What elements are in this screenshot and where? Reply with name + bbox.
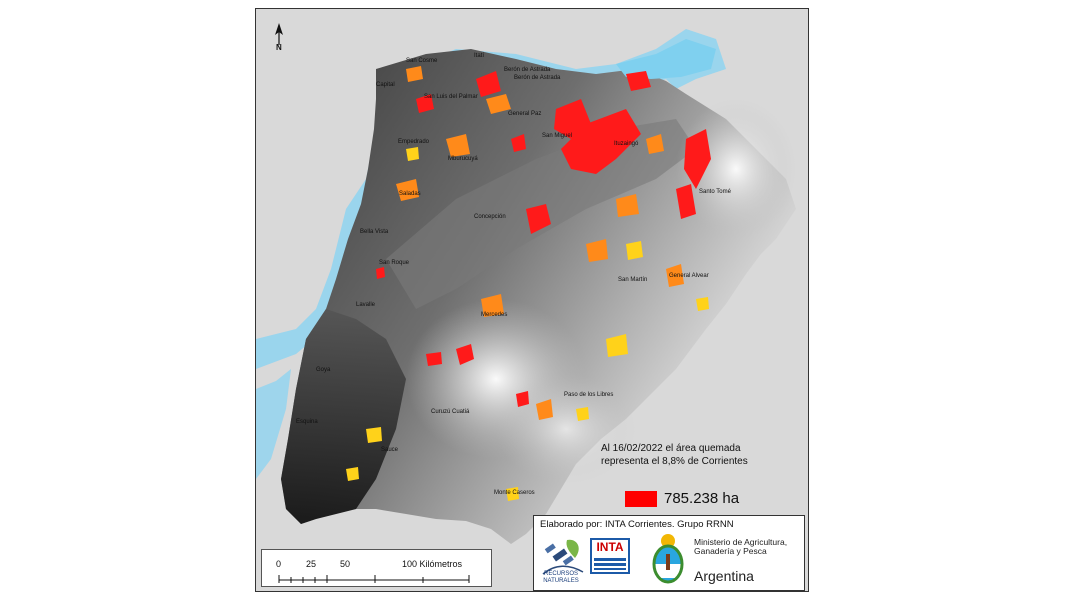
- north-arrow-icon: [275, 23, 283, 45]
- town-label: Goya: [316, 367, 331, 373]
- town-label: Paso de los Libres: [564, 392, 614, 398]
- town-label: Esquina: [296, 419, 318, 425]
- town-label: Capital: [376, 82, 395, 88]
- town-label: Lavalle: [356, 302, 376, 308]
- town-label: Curuzú Cuatiá: [431, 409, 470, 415]
- burn-scars-red: [376, 71, 711, 407]
- lowland-west: [281, 309, 406, 524]
- recursos-line1: RECURSOS: [543, 571, 578, 577]
- scale-bar: 0 25 50 100 Kilómetros: [261, 549, 492, 587]
- town-label: Empedrado: [398, 139, 430, 145]
- inta-logo-text: INTA: [596, 540, 624, 554]
- town-label: San Luis del Palmar: [424, 94, 478, 100]
- river-west-channel: [256, 369, 291, 479]
- province-shape: [281, 49, 796, 544]
- recursos-naturales-logo-icon: [542, 539, 584, 575]
- scale-tick-50: 50: [340, 559, 351, 569]
- north-label: N: [276, 43, 282, 52]
- town-label: General Paz: [508, 111, 542, 117]
- recursos-text: RECURSOS NATURALES: [536, 571, 586, 585]
- town-label: Mercedes: [481, 312, 508, 318]
- town-label: Mburucuyá: [448, 156, 478, 162]
- town-label: Ituzaingó: [614, 141, 639, 147]
- town-label: San Martín: [618, 277, 648, 283]
- town-label: General Alvear: [669, 273, 709, 279]
- burn-scars-orange: [396, 66, 684, 420]
- burn-scars-yellow: [346, 147, 709, 501]
- burn-area-note: Al 16/02/2022 el área quemada representa…: [601, 442, 801, 468]
- town-label: Bella Vista: [360, 229, 389, 235]
- ministry-line2: Ganadería y Pesca: [694, 546, 767, 556]
- town-label: Saladas: [399, 191, 421, 197]
- argentina-coat-of-arms-icon: [652, 534, 684, 584]
- town-label: Concepción: [474, 214, 506, 220]
- ministry-line1: Ministerio de Agricultura,: [694, 537, 788, 547]
- town-label: Monte Caseros: [494, 490, 535, 496]
- legend-swatch: [625, 491, 657, 507]
- ministry-country: Argentina: [694, 568, 754, 584]
- corrientes-map: [256, 29, 796, 544]
- inta-logo: INTA: [590, 538, 630, 574]
- burn-note-line2: representa el 8,8% de Corrientes: [601, 456, 748, 467]
- town-label: San Miguel: [542, 133, 573, 139]
- credit-text: Elaborado por: INTA Corrientes. Grupo RR…: [540, 519, 734, 530]
- town-label: Santo Tomé: [699, 189, 731, 195]
- map-frame: N Itatí Berón de Astrada San Cosme Berón…: [255, 8, 809, 592]
- town-label: San Cosme: [406, 58, 438, 64]
- town-label: Itatí: [474, 53, 485, 59]
- credit-box: Elaborado por: INTA Corrientes. Grupo RR…: [533, 515, 805, 591]
- town-label: Sauce: [381, 447, 399, 453]
- scale-tick-100: 100 Kilómetros: [402, 559, 463, 569]
- town-label: Berón de Astrada: [514, 75, 561, 81]
- scale-tick-25: 25: [306, 559, 317, 569]
- town-label: San Roque: [379, 260, 410, 266]
- town-label: Berón de Astrada: [504, 67, 551, 73]
- recursos-line2: NATURALES: [543, 578, 579, 584]
- scale-ruler: [278, 575, 470, 583]
- burn-note-line1: Al 16/02/2022 el área quemada: [601, 443, 741, 454]
- yacyreta-lake: [616, 39, 716, 79]
- legend-value: 785.238 ha: [664, 490, 740, 507]
- scale-tick-0: 0: [276, 559, 282, 569]
- hill-region-3: [496, 374, 636, 484]
- ministry-text: Ministerio de Agricultura, Ganadería y P…: [694, 538, 787, 556]
